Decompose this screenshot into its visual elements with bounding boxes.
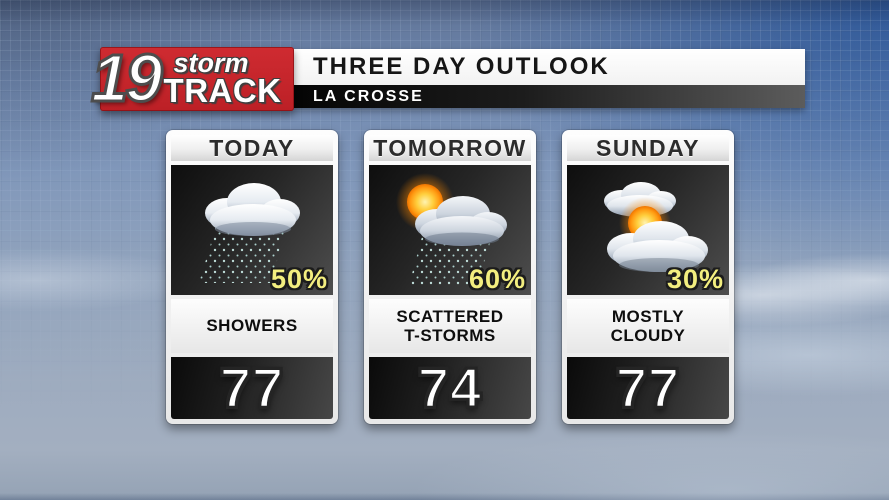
condition-panel: SCATTERED T-STORMS xyxy=(369,299,531,353)
day-label: TOMORROW xyxy=(369,135,531,161)
precip-chance: 50% xyxy=(270,264,328,294)
high-temp-panel: 77 xyxy=(171,357,333,419)
condition-panel: MOSTLY CLOUDY xyxy=(567,299,729,353)
condition-icon-panel: 50% xyxy=(171,165,333,295)
high-temp-panel: 77 xyxy=(567,357,729,419)
logo-word-track: TRACK xyxy=(163,71,282,109)
forecast-card-today: TODAY xyxy=(166,130,338,424)
showers-icon xyxy=(199,183,300,283)
high-temp: 77 xyxy=(219,356,285,419)
condition-panel: SHOWERS xyxy=(171,299,333,353)
page-title: THREE DAY OUTLOOK xyxy=(292,49,805,85)
high-temp-panel: 74 xyxy=(369,357,531,419)
forecast-card-sunday: SUNDAY xyxy=(562,130,734,424)
precip-chance: 30% xyxy=(666,264,724,294)
forecast-card-tomorrow: TOMORROW xyxy=(364,130,536,424)
condition-label: MOSTLY CLOUDY xyxy=(610,306,686,345)
condition-label: SCATTERED T-STORMS xyxy=(396,306,504,345)
logo-wordmark: storm TRACK xyxy=(163,49,282,109)
station-logo: 19 storm TRACK xyxy=(90,44,294,114)
day-label: TODAY xyxy=(171,135,333,161)
scattered-t-storms-icon xyxy=(396,173,507,285)
day-label: SUNDAY xyxy=(567,135,729,161)
high-temp: 74 xyxy=(417,356,483,419)
condition-icon-panel: 60% xyxy=(369,165,531,295)
condition-label: SHOWERS xyxy=(206,316,298,336)
high-temp: 77 xyxy=(615,356,681,419)
precip-chance: 60% xyxy=(468,264,526,294)
logo-channel-number: 19 xyxy=(90,41,164,116)
location-label: LA CROSSE xyxy=(292,85,805,108)
condition-icon-panel: 30% xyxy=(567,165,729,295)
mostly-cloudy-icon xyxy=(604,182,708,272)
header-bars: THREE DAY OUTLOOK LA CROSSE xyxy=(292,49,805,108)
